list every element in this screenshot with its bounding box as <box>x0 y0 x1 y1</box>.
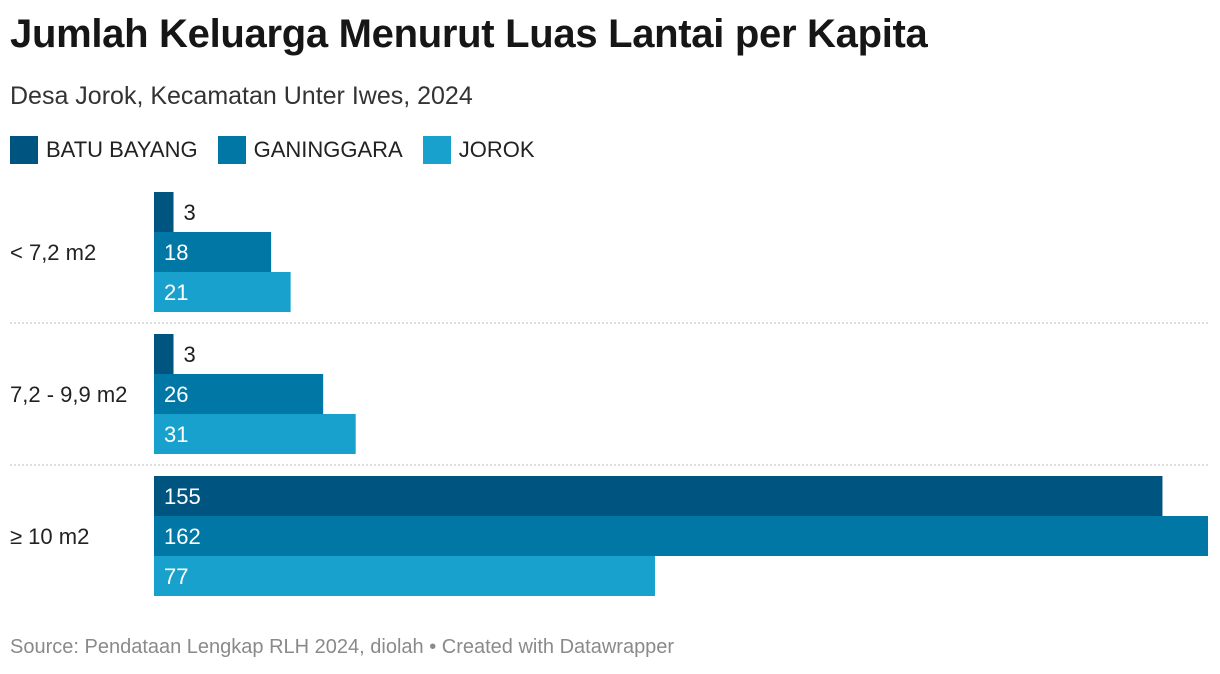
value-label-jorok-0: 21 <box>164 280 188 305</box>
bar-batu-bayang-0 <box>154 192 174 232</box>
legend-item-jorok: JOROK <box>422 136 535 164</box>
legend-item-batu-bayang: BATU BAYANG <box>10 136 198 164</box>
legend-label-jorok: JOROK <box>458 137 535 162</box>
bar-jorok-2 <box>154 556 655 596</box>
category-label-2: ≥ 10 m2 <box>10 524 89 549</box>
legend-item-ganinggara: GANINGGARA <box>217 136 403 164</box>
category-label-0: < 7,2 m2 <box>10 240 96 265</box>
value-label-ganinggara-0: 18 <box>164 240 188 265</box>
chart-subtitle: Desa Jorok, Kecamatan Unter Iwes, 2024 <box>10 82 473 110</box>
category-label-1: 7,2 - 9,9 m2 <box>10 382 127 407</box>
legend: BATU BAYANG GANINGGARA JOROK <box>10 136 555 164</box>
chart-title: Jumlah Keluarga Menurut Luas Lantai per … <box>10 12 928 56</box>
value-label-batu-bayang-0: 3 <box>184 200 196 225</box>
legend-swatch-batu-bayang <box>10 136 38 164</box>
bar-ganinggara-0 <box>154 232 272 272</box>
legend-swatch-ganinggara <box>217 136 246 164</box>
value-label-ganinggara-1: 26 <box>164 382 188 407</box>
legend-swatch-jorok <box>422 136 451 164</box>
legend-label-batu-bayang: BATU BAYANG <box>46 137 198 162</box>
value-label-batu-bayang-2: 155 <box>164 484 201 509</box>
bar-jorok-1 <box>154 414 356 454</box>
bar-ganinggara-1 <box>154 374 324 414</box>
value-label-ganinggara-2: 162 <box>164 524 201 549</box>
bar-ganinggara-2 <box>154 516 1208 556</box>
value-label-batu-bayang-1: 3 <box>184 342 196 367</box>
value-label-jorok-2: 77 <box>164 564 188 589</box>
bar-batu-bayang-1 <box>154 334 174 374</box>
bar-jorok-0 <box>154 272 291 312</box>
legend-label-ganinggara: GANINGGARA <box>253 137 403 162</box>
bar-batu-bayang-2 <box>154 476 1163 516</box>
value-label-jorok-1: 31 <box>164 422 188 447</box>
source-note: Source: Pendataan Lengkap RLH 2024, diol… <box>10 636 675 658</box>
